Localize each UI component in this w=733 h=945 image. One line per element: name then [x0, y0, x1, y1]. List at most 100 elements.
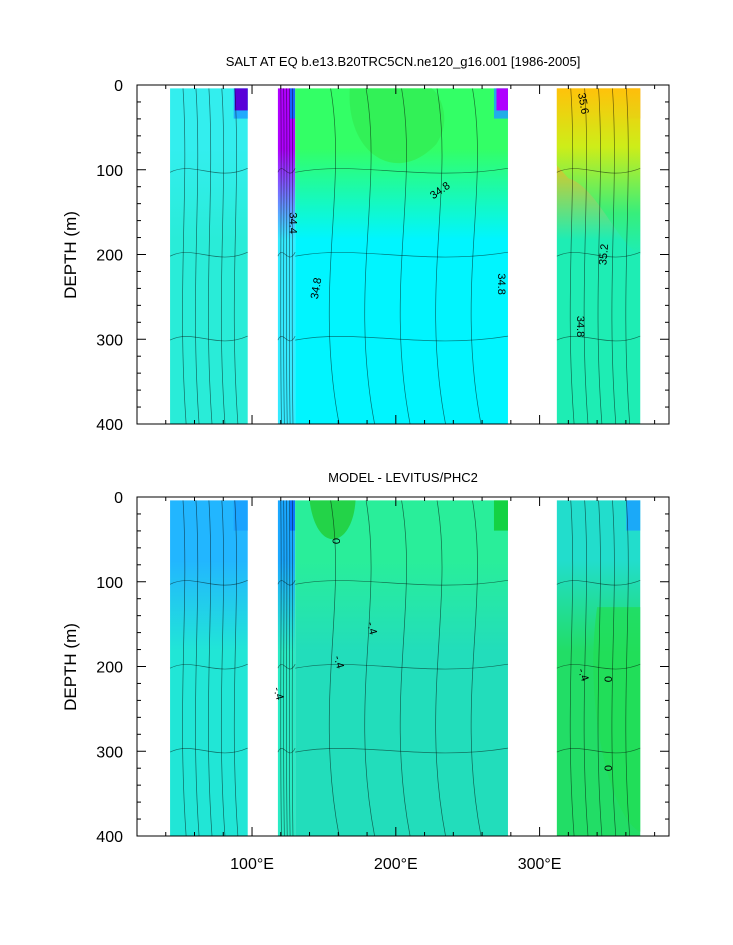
- salt-ylabel: DEPTH (m): [61, 211, 80, 299]
- contour-line: [277, 747, 296, 754]
- contour-line: [569, 88, 575, 425]
- contour-line: [328, 88, 340, 425]
- contour-line: [182, 500, 187, 837]
- contour-label: -.4: [271, 686, 286, 702]
- contour-line: [169, 747, 248, 754]
- contour-label: 34.8: [495, 273, 507, 294]
- contour-line: [169, 251, 248, 258]
- diff-ylabel: DEPTH (m): [61, 623, 80, 711]
- contour-line: [291, 88, 294, 425]
- contour-line: [169, 663, 248, 670]
- surface-patch: [493, 500, 508, 531]
- salt-contour-labels: 34.434.834.834.835.635.234.8: [286, 92, 611, 337]
- contour-line: [169, 335, 248, 342]
- contour-line: [277, 580, 296, 586]
- contour-line: [295, 579, 509, 586]
- y-tick-label: 300: [96, 332, 123, 349]
- diff-contour-labels: 0 -.4 -.4 -.4 -.4 0 0: [271, 538, 614, 771]
- contour-label: -.4: [364, 621, 379, 637]
- green-core: [309, 500, 356, 540]
- contour-line: [182, 88, 187, 425]
- diff-panel: MODEL - LEVITUS/PHC2 0 -.4 -.4 -.4 -.4 0 0 0 10…: [61, 470, 670, 873]
- y-tick-label: 100: [96, 575, 123, 592]
- contour-label: 0: [601, 676, 613, 682]
- contour-line: [280, 500, 282, 837]
- contour-line: [277, 335, 296, 342]
- contour-line: [195, 88, 200, 425]
- contour-line: [277, 252, 296, 258]
- salt-contours: [169, 88, 641, 425]
- contour-line: [556, 663, 641, 670]
- contour-line: [597, 500, 603, 837]
- contour-line: [169, 167, 248, 174]
- contour-line: [283, 500, 285, 837]
- purple-core: [234, 88, 248, 111]
- y-tick-label: 300: [96, 744, 123, 761]
- contour-line: [611, 88, 617, 425]
- contour-line: [295, 747, 509, 754]
- diff-panel-title: MODEL - LEVITUS/PHC2: [328, 470, 478, 485]
- contour-label: 34.8: [574, 316, 586, 337]
- contour-label: 34.8: [309, 277, 325, 300]
- diff-field: [170, 500, 641, 836]
- contour-line: [295, 167, 509, 174]
- contour-line: [399, 500, 411, 837]
- contour-line: [208, 88, 213, 425]
- contour-line: [583, 88, 589, 425]
- contour-line: [233, 500, 239, 837]
- x-tick-label: 100°E: [230, 856, 274, 873]
- contour-line: [625, 88, 631, 425]
- contour-line: [399, 88, 411, 425]
- contour-line: [277, 168, 296, 174]
- contour-line: [220, 500, 226, 837]
- contour-label: 34.4: [286, 212, 298, 233]
- surface-patch: [626, 500, 641, 531]
- contour-line: [291, 500, 294, 837]
- contour-line: [470, 88, 482, 425]
- contour-line: [233, 88, 239, 425]
- salt-panel-title: SALT AT EQ b.e13.B20TRC5CN.ne120_g16.001…: [226, 54, 581, 69]
- contour-label: 35.2: [597, 243, 611, 265]
- y-tick-label: 200: [96, 660, 123, 677]
- contour-label: -.4: [575, 667, 591, 683]
- contour-line: [283, 88, 285, 425]
- contour-line: [556, 251, 641, 258]
- contour-line: [569, 500, 575, 837]
- y-tick-label: 400: [96, 829, 123, 846]
- diff-axes: 0 100 200 300 400 100°E 200°E 300°E: [96, 490, 669, 873]
- contour-label: 0: [601, 765, 613, 771]
- y-tick-label: 0: [114, 490, 123, 507]
- contour-line: [556, 747, 641, 754]
- contour-line: [328, 500, 340, 837]
- contour-line: [470, 500, 482, 837]
- x-tick-label: 300°E: [518, 856, 562, 873]
- diff-contours: [169, 500, 641, 837]
- contour-line: [583, 500, 589, 837]
- contour-label: 35.6: [575, 92, 591, 115]
- salt-panel: SALT AT EQ b.e13.B20TRC5CN.ne120_g16.001…: [61, 54, 670, 434]
- contour-line: [295, 251, 509, 258]
- y-tick-label: 100: [96, 163, 123, 180]
- contour-line: [295, 335, 509, 342]
- contour-line: [208, 500, 213, 837]
- contour-line: [435, 500, 446, 837]
- green-core: [593, 607, 641, 832]
- contour-line: [280, 88, 282, 425]
- green-core: [349, 88, 445, 164]
- contour-label: 0: [330, 538, 342, 544]
- contour-line: [364, 500, 375, 837]
- contour-line: [288, 88, 291, 425]
- contour-line: [286, 88, 288, 425]
- contour-line: [286, 500, 288, 837]
- contour-line: [364, 88, 375, 425]
- salt-field: [170, 88, 641, 424]
- contour-label: -.4: [331, 654, 346, 670]
- contour-line: [556, 335, 641, 342]
- y-tick-label: 0: [114, 78, 123, 95]
- x-tick-label: 200°E: [374, 856, 418, 873]
- contour-line: [195, 500, 200, 837]
- surface-patch: [233, 500, 248, 531]
- contour-line: [288, 500, 291, 837]
- contour-line: [556, 579, 641, 586]
